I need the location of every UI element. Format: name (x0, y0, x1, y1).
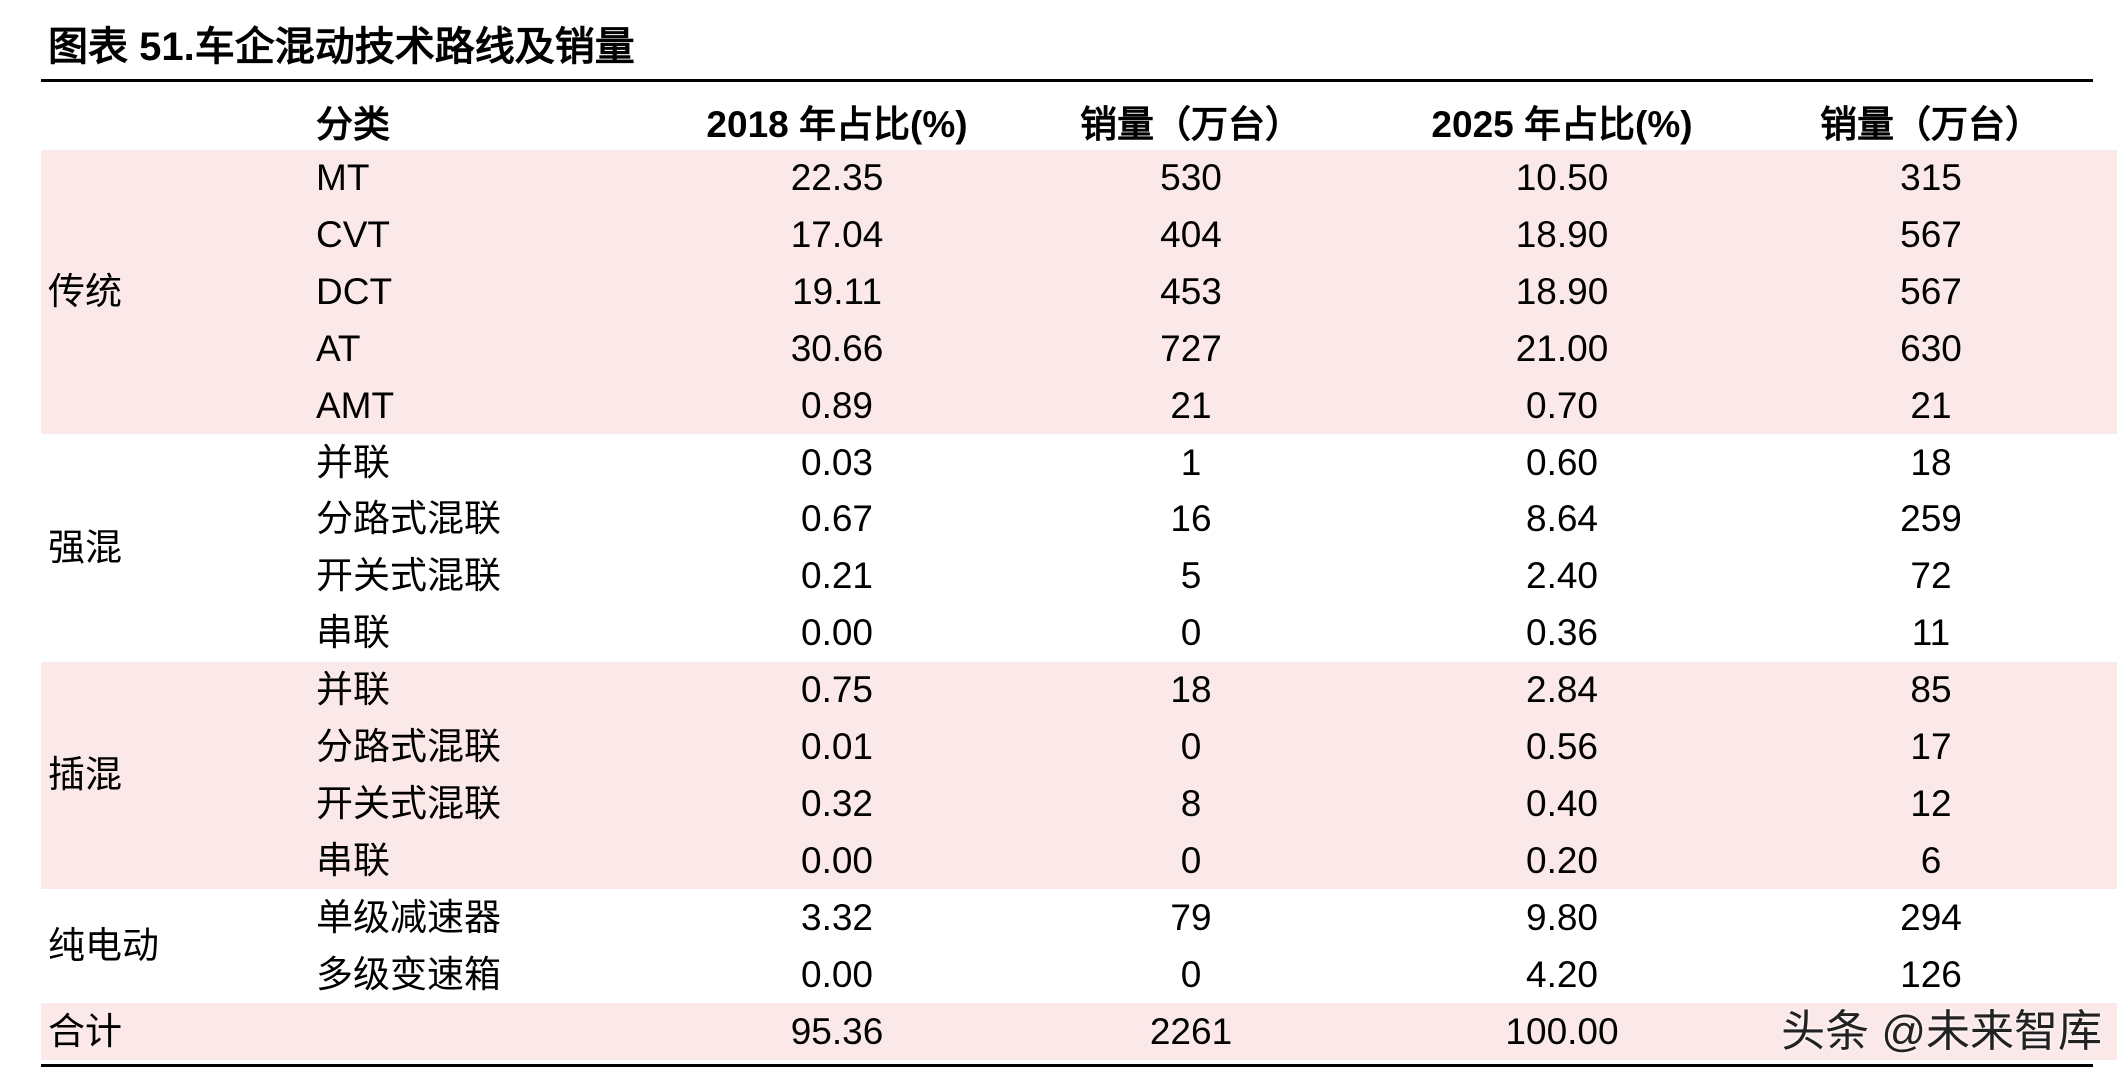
value-cell: 22.35 (790, 157, 884, 198)
row-label: 开关式混联 (316, 782, 501, 824)
value-cell: 0.20 (1525, 839, 1599, 881)
row-label: 单级减速器 (316, 896, 501, 938)
row-label: 多级变速箱 (316, 953, 501, 995)
value-cell: 315 (1900, 157, 1962, 198)
value-cell: 2.40 (1525, 555, 1599, 597)
value-cell: 453 (1160, 270, 1222, 312)
value-cell: 8 (1180, 782, 1202, 824)
value-cell: 0.00 (800, 612, 874, 654)
figure-title: 图表 51.车企混动技术路线及销量 (48, 25, 635, 69)
row-label: AT (316, 327, 361, 369)
row-label: 分路式混联 (316, 726, 501, 767)
value-cell: 0.67 (800, 498, 874, 540)
value-cell: 0.36 (1525, 612, 1599, 654)
value-cell: 79 (1170, 896, 1212, 938)
row-label: 串联 (316, 612, 390, 654)
value-cell: 10.50 (1515, 157, 1609, 198)
row-label: 开关式混联 (316, 555, 501, 597)
bottom-rule (41, 1064, 2093, 1067)
row-label: AMT (316, 384, 395, 426)
value-cell: 8.64 (1525, 498, 1599, 540)
value-cell: 18 (1170, 669, 1212, 711)
value-cell: 9.80 (1525, 896, 1599, 938)
row-label: 并联 (316, 441, 390, 483)
top-rule (41, 79, 2093, 82)
value-cell: 0.56 (1525, 726, 1599, 767)
value-cell: 0.75 (800, 669, 874, 711)
column-header: 销量（万台） (1820, 104, 2042, 145)
value-cell: 5 (1180, 555, 1202, 597)
value-cell: 0 (1180, 726, 1202, 767)
row-label: CVT (316, 213, 390, 255)
value-cell: 630 (1900, 327, 1962, 369)
value-cell: 11 (1911, 612, 1951, 654)
value-cell: 0.70 (1525, 384, 1599, 426)
value-cell: 0.01 (800, 726, 874, 767)
watermark: 头条 @未来智库 (1781, 1006, 2102, 1056)
value-cell: 2.84 (1525, 669, 1599, 711)
value-cell: 16 (1170, 498, 1212, 540)
column-header: 2025 年占比(%) (1431, 104, 1693, 145)
row-label: 分路式混联 (316, 498, 501, 540)
value-cell: 0 (1180, 953, 1202, 995)
total-label: 合计 (48, 1010, 122, 1052)
value-cell: 6 (1920, 839, 1942, 881)
value-cell: 0.32 (800, 782, 874, 824)
value-cell: 0.40 (1525, 782, 1599, 824)
value-cell: 4.20 (1525, 953, 1599, 995)
value-cell: 530 (1160, 157, 1222, 198)
column-header: 2018 年占比(%) (706, 104, 968, 145)
column-header: 销量（万台） (1080, 104, 1302, 145)
value-cell: 567 (1900, 270, 1962, 312)
value-cell: 30.66 (790, 327, 884, 369)
value-cell: 21 (1170, 384, 1212, 426)
row-band (41, 661, 2117, 890)
value-cell: 0.00 (800, 953, 874, 995)
value-cell: 126 (1900, 953, 1962, 995)
total-value: 2261 (1149, 1010, 1233, 1052)
row-band (41, 149, 2117, 435)
total-value: 100.00 (1505, 1010, 1619, 1052)
value-cell: 0 (1180, 612, 1202, 654)
value-cell: 567 (1900, 213, 1962, 255)
value-cell: 18 (1910, 441, 1952, 483)
value-cell: 3.32 (800, 896, 874, 938)
group-label: 强混 (48, 526, 122, 568)
row-label: 并联 (316, 669, 390, 711)
value-cell: 72 (1910, 555, 1952, 597)
value-cell: 294 (1900, 896, 1962, 938)
value-cell: 0.21 (800, 555, 874, 597)
column-header: 分类 (316, 104, 390, 145)
value-cell: 17.04 (790, 213, 884, 255)
group-label: 插混 (48, 754, 122, 796)
row-label: 串联 (316, 839, 390, 881)
value-cell: 259 (1900, 498, 1962, 540)
value-cell: 18.90 (1515, 270, 1609, 312)
row-label: DCT (316, 270, 393, 312)
value-cell: 85 (1910, 669, 1952, 711)
value-cell: 0 (1180, 839, 1202, 881)
value-cell: 19.11 (792, 270, 882, 312)
total-value: 95.36 (790, 1010, 884, 1052)
value-cell: 21.00 (1515, 327, 1609, 369)
value-cell: 21 (1910, 384, 1952, 426)
row-label: MT (316, 157, 370, 198)
value-cell: 0.89 (800, 384, 874, 426)
group-label: 纯电动 (48, 925, 159, 967)
value-cell: 0.60 (1525, 441, 1599, 483)
value-cell: 17 (1910, 726, 1952, 767)
value-cell: 1 (1180, 441, 1202, 483)
value-cell: 404 (1160, 213, 1222, 255)
value-cell: 727 (1160, 327, 1222, 369)
group-label: 传统 (48, 270, 122, 312)
value-cell: 0.03 (800, 441, 874, 483)
total-band (41, 1003, 2117, 1060)
value-cell: 12 (1910, 782, 1952, 824)
value-cell: 0.00 (800, 839, 874, 881)
value-cell: 18.90 (1515, 213, 1609, 255)
